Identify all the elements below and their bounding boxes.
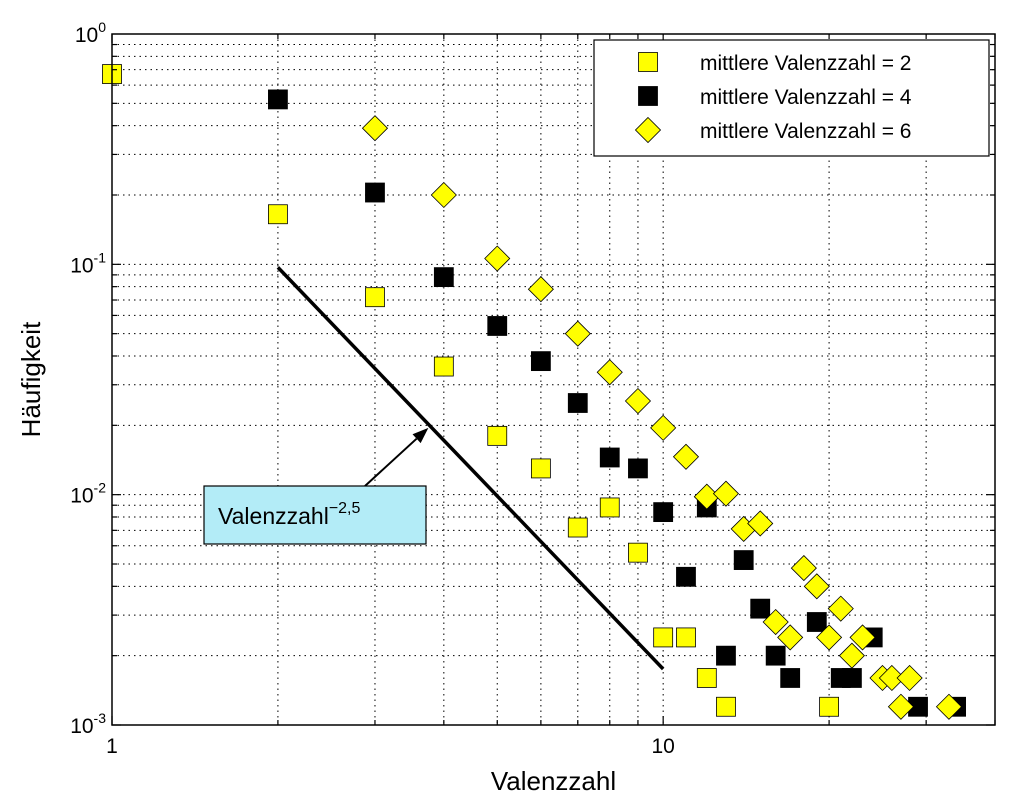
- y-tick-label-base: 10: [70, 485, 93, 508]
- legend-label: mittlere Valenzzahl = 6: [700, 120, 911, 143]
- data-point-series-1: [628, 542, 648, 563]
- data-point-series-3: [430, 181, 457, 209]
- data-point-series-1: [716, 696, 736, 717]
- legend: mittlere Valenzzahl = 2 mittlere Valenzza…: [593, 39, 990, 157]
- x-axis-label: Valenzzahl: [491, 766, 616, 796]
- x-tick-label: 1: [106, 735, 118, 758]
- data-point-series-3: [790, 555, 817, 582]
- data-point-series-2: [628, 458, 648, 479]
- annotation-arrow: [364, 437, 418, 487]
- data-point-series-1: [567, 517, 588, 538]
- legend-item: mittlere Valenzzahl = 6: [634, 116, 911, 144]
- y-tick-label-exponent: -2: [94, 480, 107, 496]
- data-point-series-3: [838, 642, 865, 669]
- data-point-series-2: [733, 550, 754, 570]
- data-point-series-2: [676, 566, 696, 587]
- data-point-series-3: [849, 624, 876, 651]
- data-point-series-1: [487, 425, 508, 446]
- data-point-series-3: [762, 608, 789, 636]
- y-tick-label-exponent: 0: [98, 19, 106, 35]
- y-tick-label-base: 10: [70, 715, 93, 738]
- data-point-series-2: [268, 89, 288, 110]
- data-point-series-1: [433, 356, 454, 377]
- data-points: [102, 64, 966, 720]
- data-point-series-2: [599, 447, 620, 468]
- data-point-series-3: [747, 510, 774, 537]
- legend-label: mittlere Valenzzahl = 2: [700, 52, 911, 75]
- data-point-series-3: [887, 693, 914, 720]
- data-point-series-2: [653, 502, 674, 523]
- data-point-series-2: [765, 645, 786, 666]
- data-point-series-1: [365, 287, 385, 308]
- data-point-series-2: [365, 182, 385, 203]
- data-point-series-3: [935, 693, 963, 720]
- data-point-series-3: [484, 245, 511, 272]
- annotation-exponent: −2,5: [329, 500, 361, 517]
- y-tick-label-exponent: -1: [94, 249, 107, 265]
- data-point-series-3: [672, 443, 700, 470]
- data-point-series-1: [599, 497, 620, 518]
- data-point-series-2: [433, 267, 454, 288]
- data-point-series-1: [268, 204, 288, 225]
- data-point-series-3: [827, 595, 854, 622]
- reference-line: [276, 266, 665, 671]
- y-tick-label-base: 10: [75, 24, 98, 47]
- annotation: Valenzzahl−2,5: [203, 427, 429, 545]
- annotation-text: Valenzzahl−2,5: [218, 500, 361, 529]
- legend-item: mittlere Valenzzahl = 4: [638, 86, 912, 109]
- data-point-series-1: [819, 696, 839, 717]
- data-point-series-1: [530, 458, 551, 479]
- data-point-series-3: [564, 320, 591, 347]
- annotation-main-text: Valenzzahl: [218, 503, 329, 529]
- legend-item: mittlere Valenzzahl = 2: [638, 52, 911, 75]
- legend-box: [593, 39, 990, 157]
- data-point-series-3: [361, 115, 389, 142]
- annotation-arrow-head: [412, 427, 429, 444]
- data-point-series-3: [878, 664, 905, 692]
- legend-marker: [638, 86, 658, 106]
- data-point-series-3: [816, 624, 843, 651]
- data-point-series-3: [803, 573, 830, 600]
- data-point-series-3: [624, 387, 652, 415]
- y-tick-label: 10-1: [70, 249, 106, 277]
- data-point-series-2: [806, 612, 827, 632]
- y-tick-label: 10-2: [70, 480, 106, 508]
- legend-marker: [638, 52, 658, 72]
- data-point-series-3: [896, 664, 923, 692]
- legend-marker: [634, 116, 662, 144]
- data-point-series-3: [777, 624, 804, 651]
- grid-lines: [112, 34, 995, 725]
- data-point-series-3: [650, 414, 677, 441]
- y-tick-label-exponent: -3: [94, 710, 107, 726]
- data-point-series-3: [527, 276, 554, 303]
- data-point-series-3: [712, 480, 740, 507]
- y-axis-label: Häufigkeit: [16, 321, 46, 437]
- data-point-series-3: [596, 359, 623, 386]
- x-tick-label: 10: [651, 735, 674, 758]
- plot-area-frame: [111, 33, 996, 726]
- data-point-series-1: [676, 627, 696, 648]
- reference-line-group: [276, 266, 665, 671]
- data-point-series-2: [841, 668, 862, 688]
- data-point-series-1: [696, 668, 717, 688]
- data-point-series-2: [716, 645, 736, 666]
- y-tick-label: 100: [75, 19, 106, 47]
- data-point-series-2: [567, 393, 588, 413]
- legend-label: mittlere Valenzzahl = 4: [700, 86, 912, 109]
- annotation-box: [203, 485, 427, 545]
- data-point-series-2: [487, 316, 508, 336]
- y-tick-label: 10-3: [70, 710, 106, 738]
- data-point-series-2: [780, 668, 801, 688]
- y-tick-label-base: 10: [70, 254, 93, 277]
- data-point-series-2: [530, 351, 551, 372]
- data-point-series-1: [653, 627, 674, 648]
- data-point-series-2: [750, 598, 771, 619]
